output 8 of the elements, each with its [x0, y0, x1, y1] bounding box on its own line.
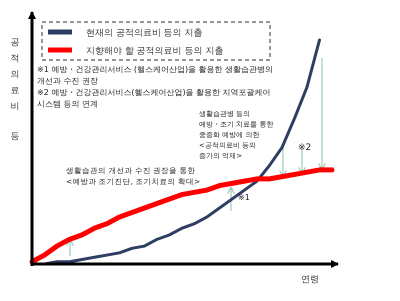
x-axis-title: 연령 — [301, 275, 319, 285]
legend-label: 지향해야 할 공적의료비 등의 지출 — [86, 46, 224, 56]
annotation: ※1 예방・건강관리서비스 (헬스케어산업)을 활용한 생활습관병의 개선과 수진 권장 — [37, 65, 274, 86]
legend-label: 현재의 공적의료비 등의 지출 — [86, 28, 203, 38]
text: 공적의료비 등 — [10, 38, 20, 142]
annotation: ※2 — [298, 143, 312, 153]
annotation: ※1 — [238, 193, 250, 202]
annotation: ※2 예방・건강관리서비스(헬스케어산업)을 활용한 지역포괄케어 시스템 등의 연계 — [37, 88, 271, 108]
